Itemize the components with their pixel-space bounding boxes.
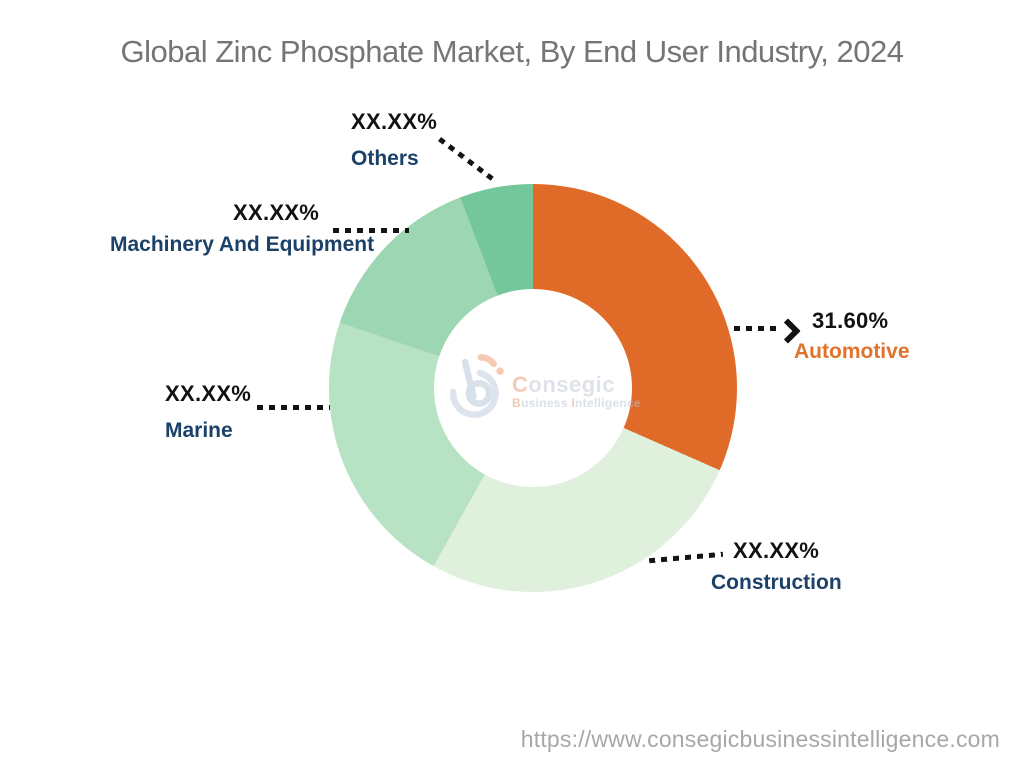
brand-rest: onsegic: [528, 372, 616, 398]
marine-category-label: Marine: [165, 419, 233, 442]
automotive-percent-label: 31.60%: [812, 308, 889, 333]
construction-category-label: Construction: [711, 571, 842, 594]
others-leader-line: [437, 137, 497, 184]
machinery-category-label: Machinery And Equipment: [110, 233, 375, 256]
construction-leader-line: [648, 551, 724, 564]
marine-leader-line: [257, 405, 330, 410]
subtitle-initial-1: B: [512, 396, 521, 411]
brand-name: Consegic: [512, 374, 641, 396]
machinery-percent-label: XX.XX%: [233, 200, 320, 225]
watermark-logo: Consegic Business Intelligence: [450, 350, 650, 422]
marine-percent-label: XX.XX%: [165, 381, 252, 406]
brand-subtitle: Business Intelligence: [512, 396, 641, 412]
donut-chart: [329, 184, 737, 592]
others-category-label: Others: [351, 147, 419, 170]
brand-initial: C: [512, 372, 529, 398]
footer-url: https://www.consegicbusinessintelligence…: [520, 726, 1000, 752]
subtitle-rest-2: ntelligence: [575, 396, 642, 411]
subtitle-initial-2: I: [571, 396, 576, 411]
subtitle-rest-1: usiness: [520, 396, 572, 411]
automotive-category-label: Automotive: [794, 340, 910, 363]
automotive-leader-line: [734, 326, 778, 331]
others-percent-label: XX.XX%: [351, 109, 438, 134]
machinery-leader-line: [333, 228, 409, 233]
logo-b-icon: [450, 354, 504, 418]
watermark-text: Consegic Business Intelligence: [512, 374, 641, 412]
construction-percent-label: XX.XX%: [733, 538, 820, 563]
page-title: Global Zinc Phosphate Market, By End Use…: [120, 34, 905, 69]
